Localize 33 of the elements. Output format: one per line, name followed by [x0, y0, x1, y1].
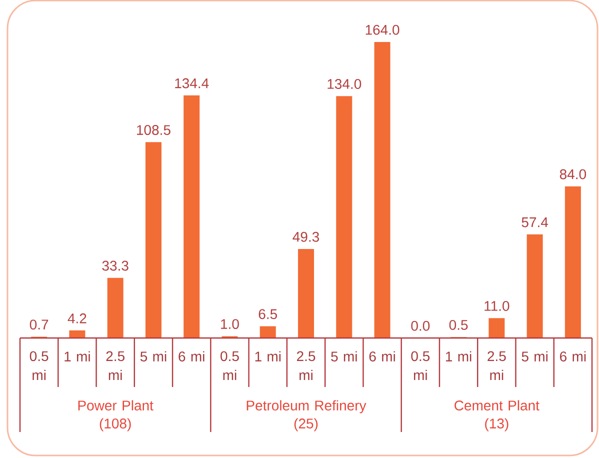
x-tick-label: 1 mi	[446, 351, 472, 362]
x-tick-label: 0.5 mi	[30, 351, 48, 380]
x-tick-label: 2.5 mi	[488, 351, 506, 380]
data-label: 49.3	[292, 232, 320, 242]
x-tick-label: 5 mi	[140, 351, 166, 362]
data-label: 164.0	[366, 24, 400, 35]
data-label: 134.4	[175, 78, 209, 88]
x-tick-label: 2.5 mi	[106, 351, 124, 380]
x-tick-label: 1 mi	[64, 351, 90, 362]
x-tick-label: 5 mi	[522, 351, 548, 362]
data-label: 0.7	[30, 320, 48, 330]
data-label: 4.2	[68, 313, 86, 324]
data-label: 0.0	[411, 320, 430, 331]
data-label: 1.0	[221, 319, 239, 329]
x-tick-label: 0.5 mi	[411, 351, 430, 380]
x-tick-label: 0.5 mi	[220, 351, 239, 380]
data-label: 84.0	[560, 169, 586, 180]
data-label: 0.5	[449, 320, 468, 330]
text: Cement Plant (13)	[454, 400, 540, 432]
x-tick-label: 5 mi	[331, 351, 357, 362]
text: Power Plant (108)	[78, 400, 154, 432]
data-label: 11.0	[484, 301, 510, 311]
data-label: 33.3	[102, 260, 128, 271]
x-tick-label: 6 mi	[560, 351, 586, 362]
data-label: 134.0	[328, 79, 362, 89]
x-tick-label: 2.5 mi	[296, 351, 316, 380]
text: Petroleum Refinery (25)	[246, 400, 366, 432]
x-tick-label: 6 mi	[178, 351, 204, 362]
data-label: 57.4	[522, 217, 548, 228]
data-label: 6.5	[258, 309, 278, 320]
x-tick-label: 1 mi	[255, 351, 281, 362]
x-tick-label: 6 mi	[369, 351, 395, 362]
data-label: 108.5	[137, 125, 170, 135]
